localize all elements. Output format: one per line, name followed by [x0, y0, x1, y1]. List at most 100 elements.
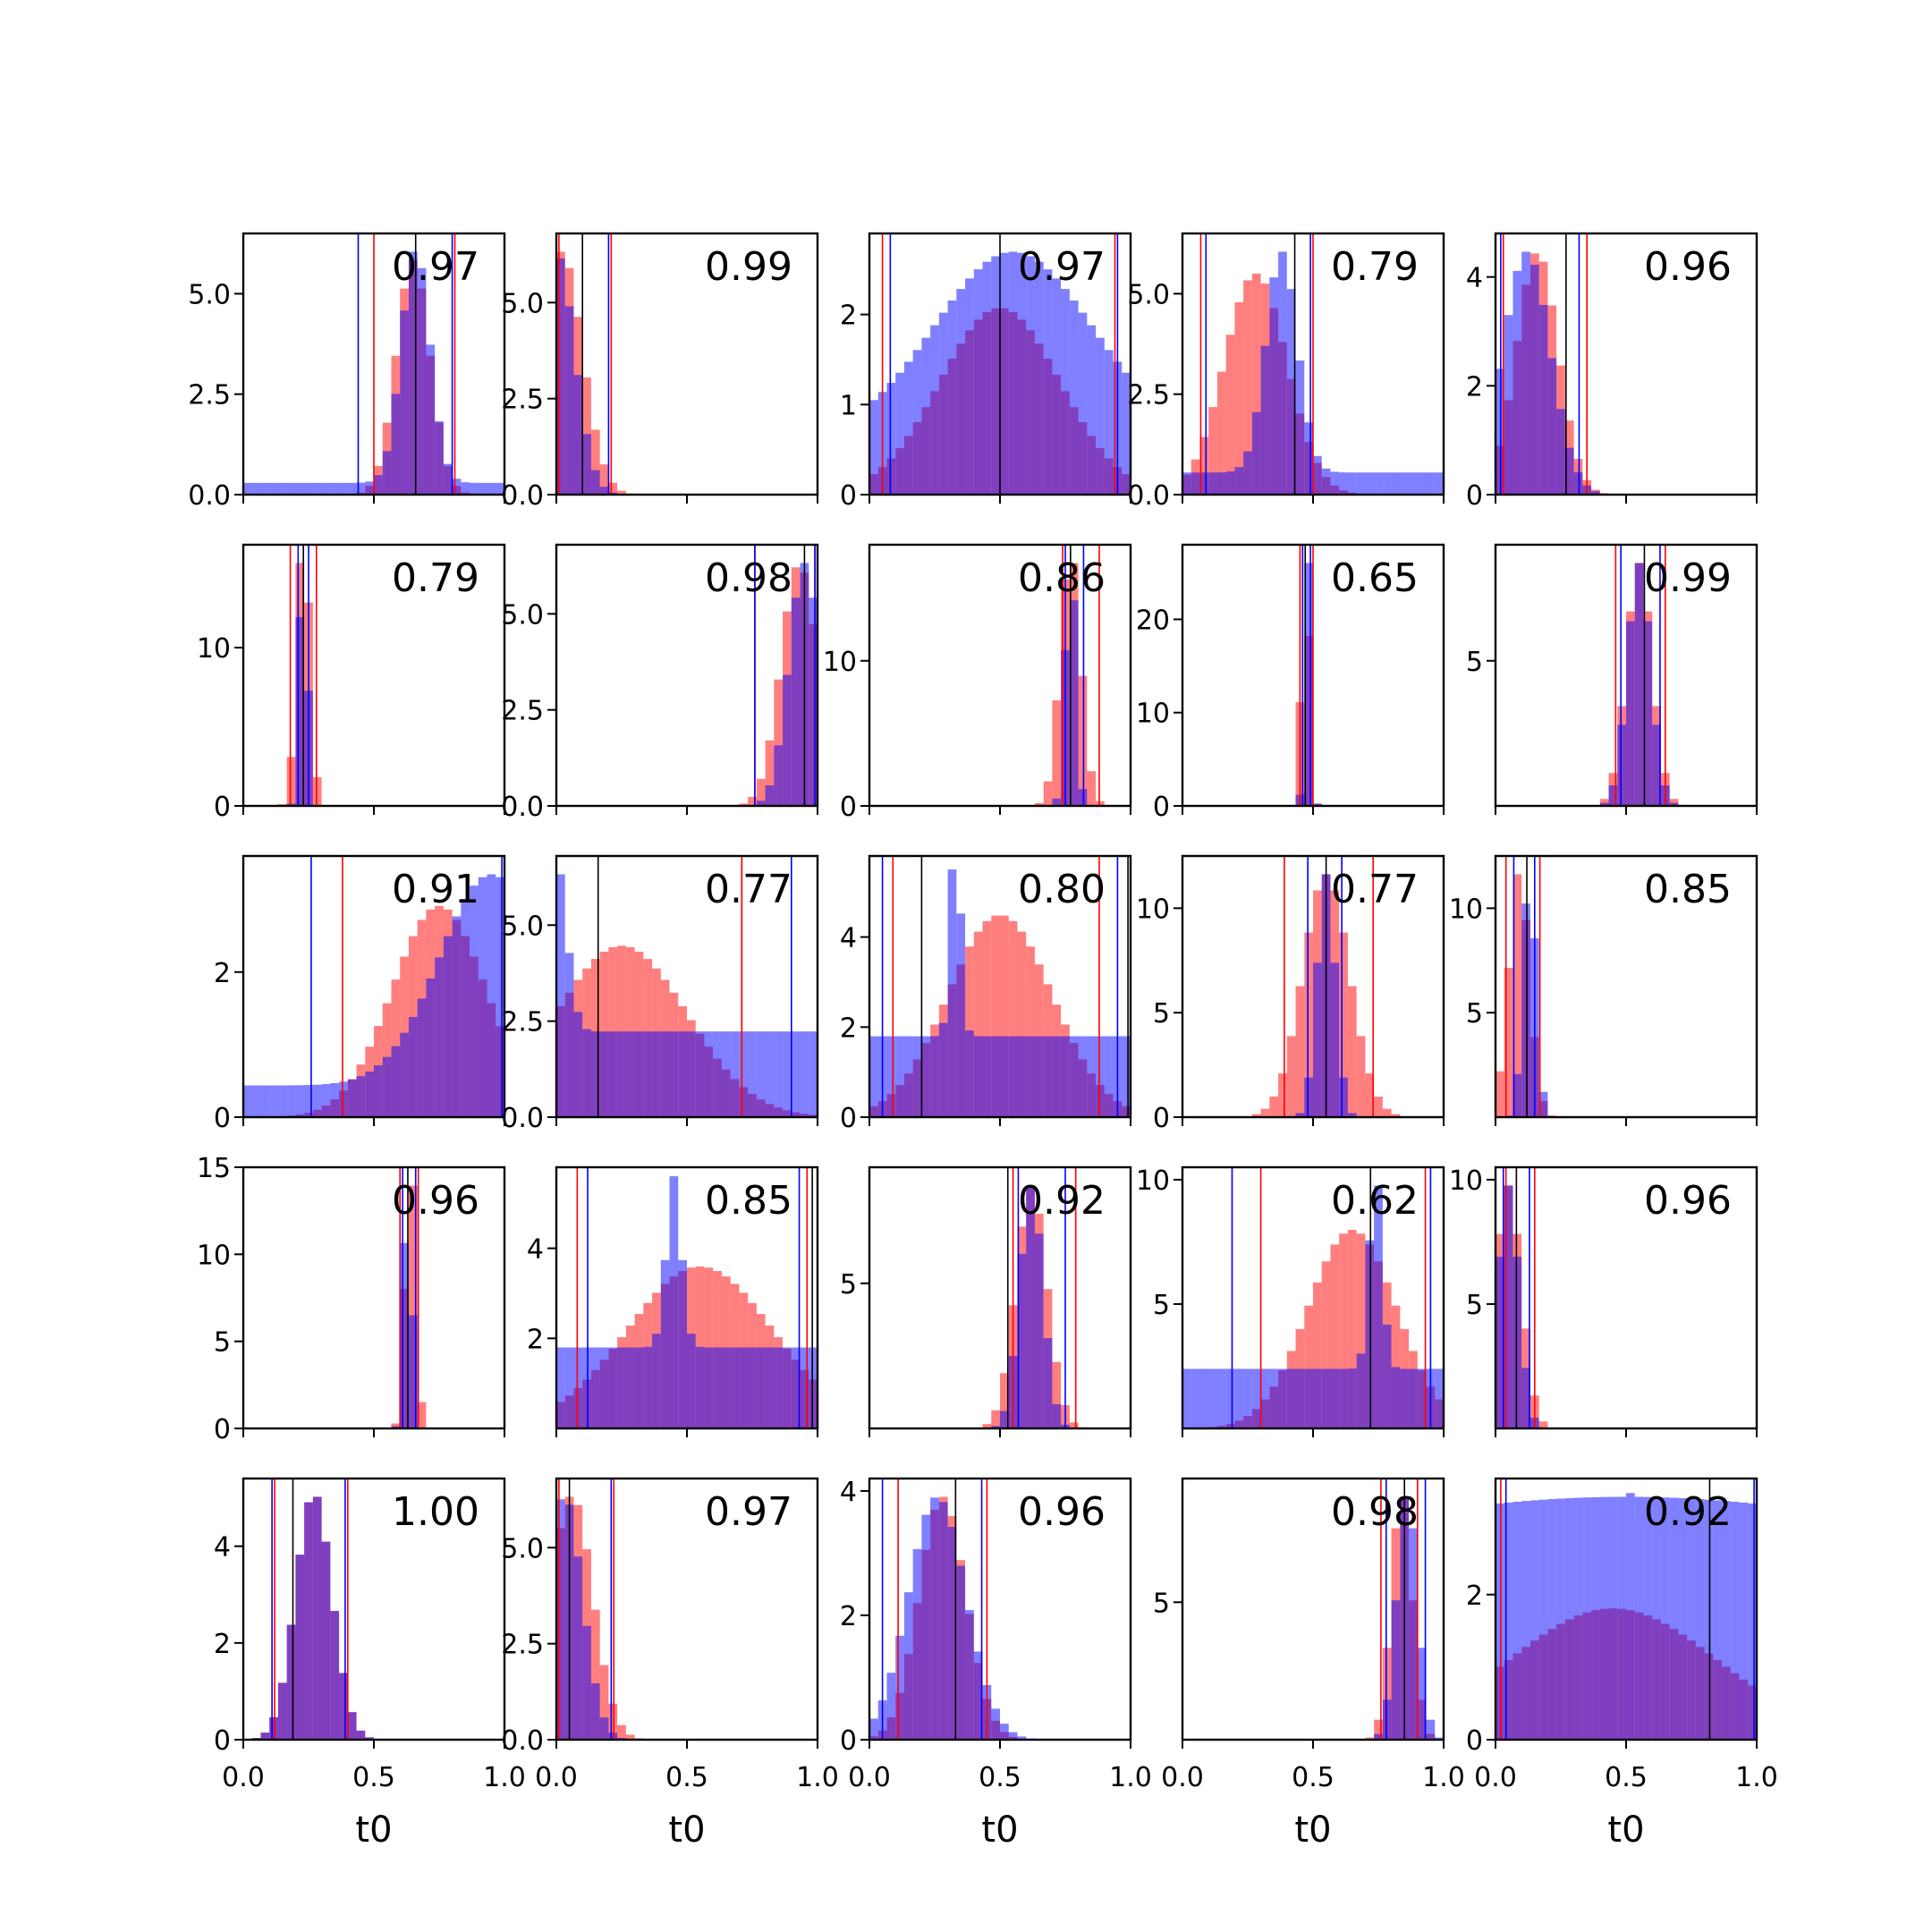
blue-hist-bar — [1260, 345, 1270, 495]
blue-hist-bar — [487, 482, 496, 495]
blue-hist-bar — [991, 1036, 1000, 1117]
blue-hist-bar — [1391, 472, 1401, 495]
red-hist-bar — [991, 1410, 1000, 1428]
y-tick-label: 5 — [1153, 998, 1170, 1030]
red-hist-bar — [599, 1665, 609, 1740]
panel-value-label: 0.97 — [392, 244, 479, 290]
blue-hist-bar — [895, 372, 904, 495]
blue-hist-bar — [930, 325, 939, 495]
blue-hist-bar — [704, 1347, 714, 1428]
blue-hist-bar — [1034, 1036, 1044, 1117]
blue-hist-bar — [365, 1072, 374, 1117]
panel-value-label: 0.79 — [392, 555, 479, 601]
blue-hist-bar — [1713, 1500, 1723, 1740]
blue-hist-bar — [251, 482, 261, 495]
y-tick-label: 4 — [1466, 263, 1483, 294]
red-hist-bar — [1087, 771, 1097, 806]
blue-hist-bar — [982, 1036, 992, 1117]
blue-hist-bar — [452, 479, 462, 495]
blue-hist-bar — [1547, 358, 1557, 495]
blue-hist-bar — [800, 1347, 809, 1428]
blue-hist-bar — [783, 1031, 792, 1117]
blue-hist-bar — [330, 1611, 340, 1740]
y-tick-label: 5.0 — [188, 279, 231, 310]
blue-hist-bar — [791, 1031, 801, 1117]
blue-hist-bar — [1374, 472, 1383, 495]
blue-hist-bar — [1521, 1501, 1530, 1740]
blue-hist-bar — [1104, 350, 1114, 495]
blue-hist-bar — [973, 1036, 983, 1117]
blue-hist-bar — [590, 1683, 600, 1740]
blue-hist-bar — [339, 482, 348, 495]
blue-hist-bar — [1087, 1036, 1097, 1117]
red-hist-bar — [774, 679, 784, 806]
blue-hist-bar — [938, 1022, 948, 1117]
blue-hist-bar — [617, 1347, 626, 1428]
y-tick-label: 0 — [840, 1103, 857, 1134]
blue-hist-bar — [374, 1065, 383, 1117]
blue-hist-bar — [809, 1347, 818, 1428]
blue-hist-bar — [1564, 447, 1574, 495]
panel-value-label: 0.86 — [1018, 555, 1106, 601]
blue-hist-bar — [1278, 1368, 1287, 1428]
y-tick-label: 10 — [197, 1240, 231, 1271]
red-hist-bar — [1078, 675, 1088, 806]
red-hist-bar — [982, 1424, 992, 1428]
blue-hist-bar — [1573, 1497, 1583, 1740]
blue-hist-bar — [713, 1031, 722, 1117]
blue-hist-bar — [1669, 802, 1679, 806]
blue-hist-bar — [286, 803, 296, 806]
blue-hist-bar — [260, 1733, 270, 1740]
y-tick-label: 0 — [214, 792, 231, 823]
blue-hist-bar — [1313, 1368, 1322, 1428]
y-tick-label: 2.5 — [501, 385, 544, 416]
blue-hist-bar — [730, 1031, 740, 1117]
y-tick-label: 0 — [1153, 1103, 1170, 1134]
red-hist-bar — [1339, 1233, 1348, 1428]
blue-hist-bar — [295, 1085, 305, 1117]
blue-hist-bar — [660, 1259, 670, 1428]
panel-value-label: 0.92 — [1018, 1178, 1106, 1224]
blue-hist-bar — [1208, 1368, 1217, 1428]
blue-hist-bar — [652, 1031, 661, 1117]
panel-4-2: 0.85 2 4 — [527, 1165, 819, 1437]
x-tick-label: 0.0 — [848, 1762, 891, 1793]
blue-hist-bar — [443, 936, 453, 1117]
blue-hist-bar — [903, 361, 913, 495]
panel-3-4: 0.77 0 5 10 — [1136, 854, 1445, 1134]
blue-hist-bar — [1304, 563, 1313, 806]
blue-hist-bar — [356, 1730, 366, 1740]
blue-hist-bar — [886, 383, 896, 495]
red-hist-bar — [1504, 967, 1513, 1117]
y-tick-label: 0 — [214, 1103, 231, 1134]
y-tick-label: 0.0 — [501, 1725, 544, 1757]
blue-hist-bar — [687, 1334, 696, 1428]
y-tick-label: 5.0 — [501, 288, 544, 319]
blue-hist-bar — [1234, 467, 1244, 495]
blue-hist-bar — [625, 1031, 635, 1117]
blue-hist-bar — [756, 1347, 766, 1428]
blue-hist-bar — [947, 300, 957, 495]
y-tick-label: 0.0 — [1127, 480, 1170, 512]
blue-hist-bar — [1496, 1257, 1504, 1428]
red-hist-bar — [590, 1609, 600, 1740]
red-hist-bar — [625, 1734, 635, 1740]
blue-hist-bar — [426, 979, 436, 1117]
blue-hist-bar — [1730, 1501, 1740, 1740]
y-tick-label: 2 — [840, 1013, 857, 1044]
y-tick-label: 0.0 — [501, 480, 544, 512]
blue-hist-bar — [382, 451, 392, 495]
blue-hist-bar — [1052, 1036, 1062, 1117]
blue-hist-bar — [295, 617, 305, 806]
blue-hist-bar — [1435, 1737, 1444, 1740]
blue-hist-bar — [1365, 1240, 1375, 1428]
y-tick-label: 2 — [214, 1629, 231, 1660]
y-tick-label: 5 — [840, 1269, 857, 1301]
blue-hist-bar — [965, 1610, 974, 1740]
blue-hist-bar — [1017, 1253, 1027, 1428]
red-hist-bar — [1382, 1108, 1392, 1117]
blue-hist-bar — [756, 1031, 766, 1117]
blue-hist-bar — [590, 1347, 600, 1428]
blue-hist-bar — [947, 1527, 957, 1740]
red-hist-bar — [1225, 335, 1235, 495]
